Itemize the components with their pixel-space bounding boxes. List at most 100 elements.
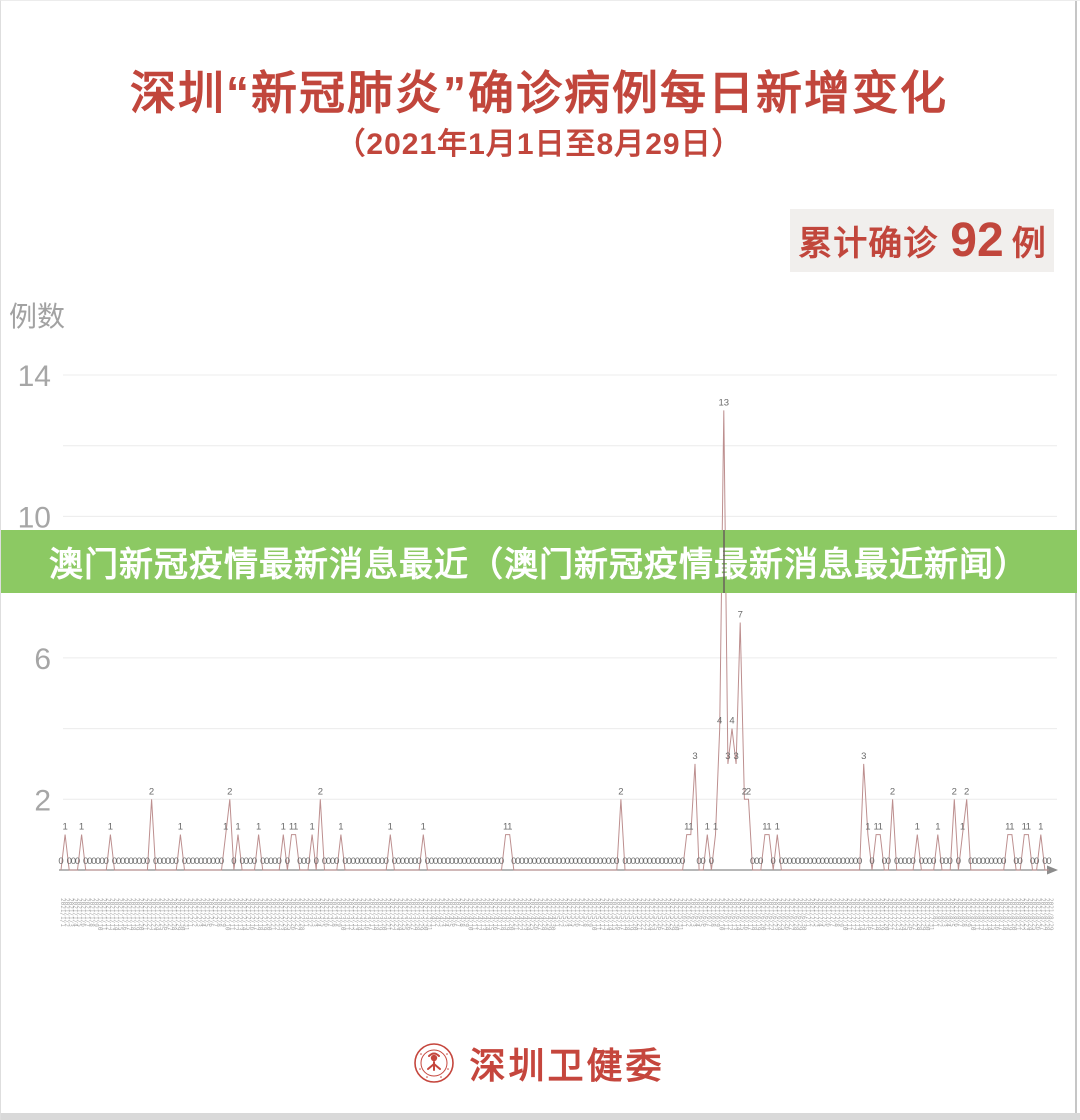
x-date-label: 2021/6/25 xyxy=(779,898,786,931)
x-date-label: 2021/4/6 xyxy=(450,898,457,927)
value-label: 0 xyxy=(585,856,590,867)
value-label: 1 xyxy=(281,822,286,833)
value-label: 0 xyxy=(651,856,656,867)
daily-new-cases-line-chart: 1410620100010000001000000000200000010000… xyxy=(18,360,1058,931)
value-label: 0 xyxy=(787,856,792,867)
value-label: 0 xyxy=(771,856,776,867)
value-label: 0 xyxy=(474,856,479,867)
x-date-label: 2021/7/20 xyxy=(882,898,889,931)
value-label: 0 xyxy=(305,856,310,867)
value-label: 0 xyxy=(594,856,599,867)
value-label: 0 xyxy=(894,856,899,867)
x-date-label: 2021/7/25 xyxy=(903,898,910,931)
x-date-label: 2021/8/25 xyxy=(1031,898,1038,931)
x-date-label: 2021/4/14 xyxy=(483,898,490,931)
x-date-label: 2021/7/14 xyxy=(858,898,865,931)
x-date-label: 2021/1/31 xyxy=(183,898,190,931)
value-label: 0 xyxy=(672,856,677,867)
value-label: 0 xyxy=(622,856,627,867)
value-label: 3 xyxy=(692,751,697,762)
value-label: 0 xyxy=(919,856,924,867)
x-date-label: 2021/4/22 xyxy=(516,898,523,931)
value-label: 1 xyxy=(507,822,512,833)
x-date-label: 2021/1/24 xyxy=(154,898,161,931)
x-date-label: 2021/2/13 xyxy=(236,898,243,931)
value-label: 1 xyxy=(766,822,771,833)
x-date-label: 2021/3/12 xyxy=(347,898,354,931)
value-label: 0 xyxy=(449,856,454,867)
value-label: 0 xyxy=(404,856,409,867)
x-date-label: 2021/2/10 xyxy=(224,898,231,931)
value-label: 0 xyxy=(239,856,244,867)
value-label: 1 xyxy=(865,822,870,833)
value-label: 0 xyxy=(351,856,356,867)
value-label: 0 xyxy=(828,856,833,867)
value-label: 0 xyxy=(384,856,389,867)
x-date-label: 2021/8/5 xyxy=(948,898,955,927)
value-label: 0 xyxy=(581,856,586,867)
x-date-label: 2021/3/6 xyxy=(322,898,329,927)
value-label: 0 xyxy=(820,856,825,867)
x-date-label: 2021/7/6 xyxy=(825,898,832,927)
value-label: 0 xyxy=(252,856,257,867)
value-label: 0 xyxy=(215,856,220,867)
daily-cases-series-line xyxy=(60,410,1049,871)
x-date-label: 2021/7/9 xyxy=(837,898,844,927)
value-label: 0 xyxy=(655,856,660,867)
x-date-label: 2021/7/30 xyxy=(924,898,931,931)
value-label: 0 xyxy=(565,856,570,867)
value-label: 0 xyxy=(927,856,932,867)
x-date-label: 2021/1/2 xyxy=(63,898,70,927)
x-date-label: 2021/6/23 xyxy=(771,898,778,931)
value-label: 1 xyxy=(421,822,426,833)
value-label: 0 xyxy=(342,856,347,867)
x-date-label: 2021/6/9 xyxy=(714,898,721,927)
value-label: 1 xyxy=(62,822,67,833)
x-date-label: 2021/1/19 xyxy=(133,898,140,931)
value-label: 0 xyxy=(956,856,961,867)
overlay-news-banner: 澳门新冠疫情最新消息最近（澳门新冠疫情最新消息最近新闻） xyxy=(1,530,1077,593)
x-date-label: 2021/1/16 xyxy=(121,898,128,931)
x-date-label: 2021/1/4 xyxy=(71,898,78,927)
value-label: 0 xyxy=(676,856,681,867)
x-date-label: 2021/2/16 xyxy=(248,898,255,931)
value-label: 0 xyxy=(948,856,953,867)
x-date-label: 2021/4/30 xyxy=(549,898,556,931)
x-date-label: 2021/6/21 xyxy=(763,898,770,931)
value-label: 1 xyxy=(79,822,84,833)
value-label: 0 xyxy=(1018,856,1023,867)
value-label: 0 xyxy=(207,856,212,867)
x-date-label: 2021/7/23 xyxy=(895,898,902,931)
value-label: 0 xyxy=(561,856,566,867)
x-date-label: 2021/8/1 xyxy=(932,898,939,927)
x-date-label: 2021/1/8 xyxy=(88,898,95,927)
x-date-label: 2021/6/27 xyxy=(788,898,795,931)
value-label: 0 xyxy=(190,856,195,867)
value-label: 0 xyxy=(680,856,685,867)
x-date-label: 2021/1/3 xyxy=(67,898,74,927)
x-date-label: 2021/6/10 xyxy=(718,898,725,931)
x-date-label: 2021/1/27 xyxy=(166,898,173,931)
value-label: 0 xyxy=(211,856,216,867)
value-label: 0 xyxy=(779,856,784,867)
x-date-label: 2021/8/22 xyxy=(1018,898,1025,931)
value-label: 0 xyxy=(417,856,422,867)
value-label: 0 xyxy=(911,856,916,867)
x-date-label: 2021/4/12 xyxy=(475,898,482,931)
value-label: 0 xyxy=(812,856,817,867)
x-date-label: 2021/6/17 xyxy=(746,898,753,931)
value-label: 0 xyxy=(943,856,948,867)
x-date-label: 2021/2/24 xyxy=(281,898,288,931)
value-label: 0 xyxy=(248,856,253,867)
value-label: 2 xyxy=(952,786,957,797)
x-date-label: 2021/3/3 xyxy=(310,898,317,927)
value-label: 0 xyxy=(754,856,759,867)
value-label: 1 xyxy=(878,822,883,833)
value-label: 0 xyxy=(375,856,380,867)
x-date-label: 2021/3/7 xyxy=(327,898,334,927)
y-tick-6: 6 xyxy=(34,643,51,676)
value-label: 0 xyxy=(425,856,430,867)
x-date-label: 2021/8/23 xyxy=(1022,898,1029,931)
value-label: 0 xyxy=(906,856,911,867)
x-date-label: 2021/4/15 xyxy=(487,898,494,931)
